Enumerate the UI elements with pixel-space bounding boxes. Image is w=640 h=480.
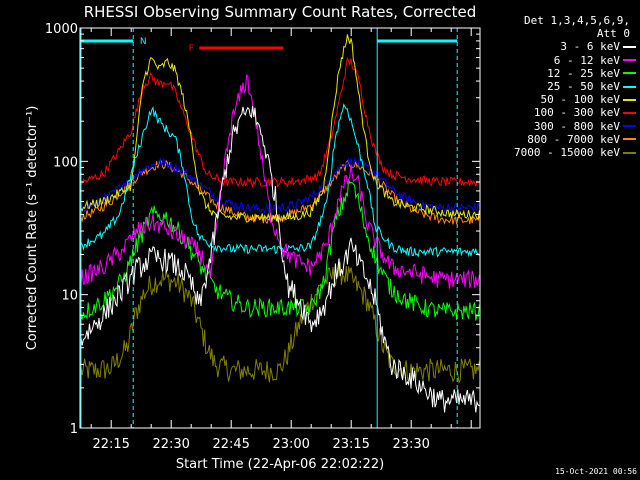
y-axis-label: Corrected Count Rate (s⁻¹ detector⁻¹)	[25, 106, 40, 351]
legend-entry: 25 - 50 keV	[488, 80, 636, 93]
flare-label: F	[189, 44, 194, 54]
x-tick-label: 23:15	[332, 437, 369, 452]
legend-label: 7000 - 15000 keV	[514, 145, 620, 159]
series-12-25-kev-line	[80, 178, 480, 321]
legend-swatch	[623, 151, 636, 154]
legend-swatch	[623, 72, 636, 75]
series-7000-15000-kev-line	[80, 261, 480, 385]
x-axis-label: Start Time (22-Apr-06 22:02:22)	[176, 457, 384, 472]
legend-label: 25 - 50 keV	[547, 79, 620, 93]
plot-frame	[79, 27, 481, 429]
detector-info-line-2: Att 0	[596, 27, 630, 41]
legend-label: 12 - 25 keV	[547, 66, 620, 80]
legend-entry: 6 - 12 keV	[488, 54, 636, 67]
legend-swatch	[623, 59, 636, 62]
series-300-800-kev-line	[80, 156, 480, 214]
legend-entry: 50 - 100 keV	[488, 93, 636, 106]
x-tick-label: 23:00	[272, 437, 309, 452]
legend-label: 50 - 100 keV	[540, 93, 620, 107]
legend-entry: 100 - 300 keV	[488, 106, 636, 119]
series-25-50-kev-line	[80, 103, 480, 258]
legend-label: 300 - 800 keV	[533, 119, 620, 133]
legend-swatch	[623, 46, 636, 48]
legend-label: 100 - 300 keV	[533, 106, 620, 120]
x-tick-label: 22:45	[212, 437, 249, 452]
chart-title: RHESSI Observing Summary Count Rates, Co…	[84, 3, 477, 21]
legend-entry: 7000 - 15000 keV	[488, 146, 636, 159]
legend-entry: 300 - 800 keV	[488, 120, 636, 133]
y-tick-label: 1	[70, 422, 78, 437]
y-tick-label: 100	[53, 155, 78, 170]
y-tick-label: 10	[61, 289, 78, 304]
series-50-100-kev-line	[80, 34, 480, 223]
legend-entry: 12 - 25 keV	[488, 67, 636, 80]
legend-label: 800 - 7000 keV	[527, 132, 620, 146]
detector-info-line-1: Det 1,3,4,5,6,9,	[524, 14, 630, 27]
legend-entry: 800 - 7000 keV	[488, 133, 636, 146]
legend-swatch	[623, 98, 636, 101]
legend-swatch	[623, 85, 636, 88]
legend-swatch	[623, 111, 636, 114]
legend-label: 3 - 6 keV	[560, 40, 620, 54]
series-800-7000-kev-line	[80, 158, 480, 225]
series-3-6-kev-line	[80, 105, 480, 413]
plot-timestamp: 15-Oct-2021 00:56	[555, 467, 637, 476]
legend-swatch	[623, 138, 636, 141]
legend-swatch	[623, 125, 636, 128]
x-tick-label: 23:30	[392, 437, 429, 452]
series-100-300-kev-line	[80, 57, 480, 189]
x-tick-label: 22:15	[92, 437, 129, 452]
legend: Det 1,3,4,5,6,9, Att 0 3 - 6 keV 6 - 12 k…	[488, 14, 636, 159]
legend-label: 6 - 12 keV	[553, 53, 620, 67]
y-tick-label: 1000	[45, 22, 78, 37]
x-tick-label: 22:30	[152, 437, 189, 452]
legend-entry: 3 - 6 keV	[488, 40, 636, 53]
series-6-12-kev-line	[80, 74, 480, 289]
night-label: N	[140, 37, 147, 47]
